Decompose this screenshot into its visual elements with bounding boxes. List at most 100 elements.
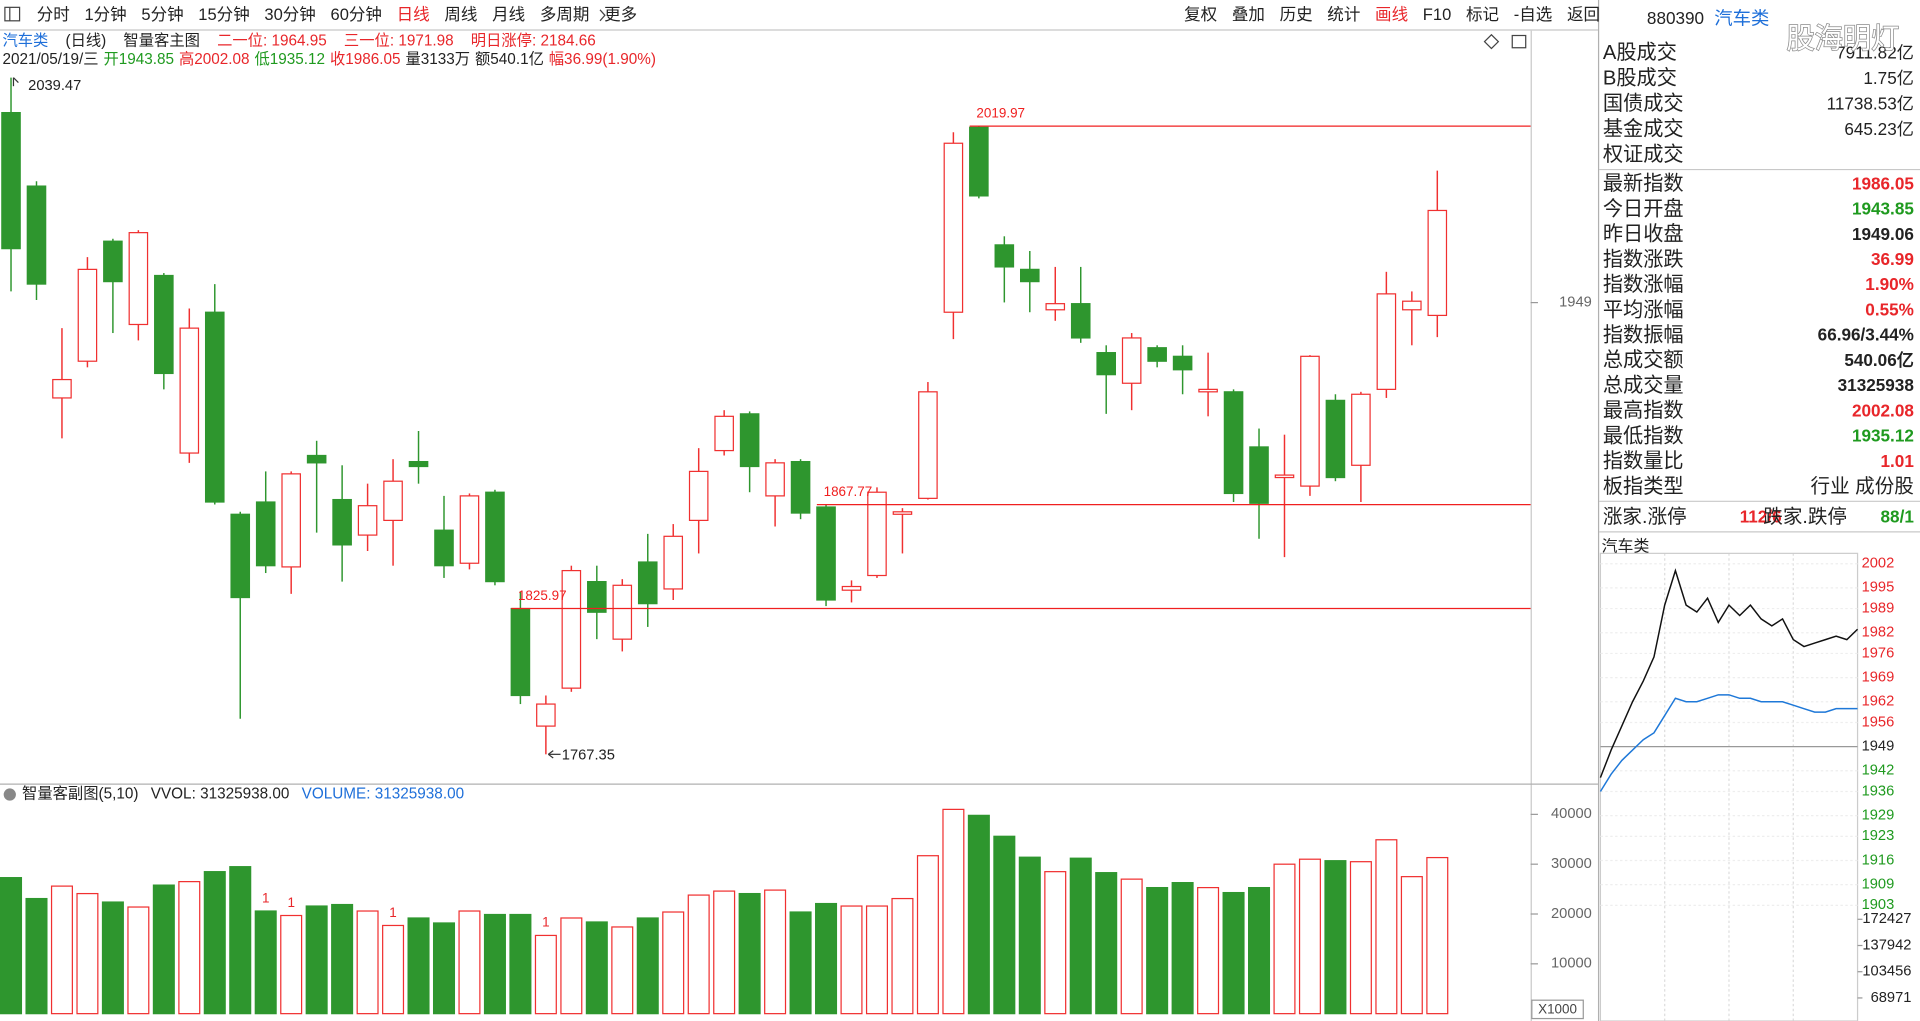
row-label: 总成交额 (1603, 349, 1684, 372)
breadth-label: 涨家.涨停 (1603, 506, 1687, 528)
row-label: A股成交 (1603, 41, 1677, 64)
toolbar-button[interactable]: 15分钟 (198, 5, 249, 24)
volume-bar (967, 814, 990, 1015)
mini-tick-label: 1916 (1862, 852, 1895, 868)
toolbar-button-row: 复权 叠加 历史 统计 画线 F10 标记 -自选 返回 (1184, 5, 1600, 24)
toolbar-button[interactable]: F10 (1423, 5, 1451, 24)
quote-item: 开1943.85 (103, 51, 174, 68)
candle-body (561, 569, 582, 689)
y-tick-label: 1949 (1559, 294, 1592, 310)
volume-header-item: 智量客副图(5,10) (22, 785, 138, 803)
toolbar-button[interactable]: 返回 (1567, 5, 1600, 24)
toolbar-button-row: 分时 1分钟 5分钟 15分钟 30分钟 60分钟 日线 周线 月线 多周期 更多 (37, 5, 637, 24)
toolbar-button[interactable]: 画线 (1375, 5, 1408, 24)
toolbar-button[interactable]: 周线 (444, 5, 477, 24)
volume-bar (152, 884, 175, 1015)
row-value: 2002.08 (1852, 400, 1914, 420)
candle-body (459, 495, 480, 564)
mini-tick-label: 1923 (1862, 828, 1895, 844)
volume-bar (840, 905, 863, 1015)
volume-bar (0, 877, 23, 1015)
breadth-value: 112/6 (1740, 506, 1782, 526)
volume-bar (229, 866, 252, 1015)
candle-body (969, 126, 989, 197)
volume-bar (1324, 860, 1347, 1015)
volume-note: 1 (542, 915, 549, 930)
volume-bar (611, 926, 634, 1015)
candle-body (332, 498, 352, 546)
volume-note: 1 (287, 895, 294, 910)
volume-bar (764, 889, 787, 1015)
toolbar-button[interactable]: 历史 (1280, 5, 1313, 24)
toolbar-button[interactable]: 1分钟 (84, 5, 126, 24)
volume-note: 1 (389, 905, 396, 920)
candle-body (1020, 268, 1040, 283)
toolbar-button[interactable]: 5分钟 (141, 5, 183, 24)
mini-chart-title: 汽车类 (1602, 537, 1650, 555)
volume-bar (662, 911, 685, 1015)
volume-bar (127, 906, 150, 1015)
diamond-icon[interactable] (1483, 33, 1500, 50)
volume-bar (178, 881, 201, 1015)
candle-body (1070, 303, 1091, 339)
header-item: 三一位: 1971.98 (344, 33, 454, 50)
row-label: 最高指数 (1603, 399, 1684, 422)
candle-body (1249, 446, 1269, 504)
panel-icon[interactable] (1511, 34, 1527, 49)
toolbar-button[interactable]: 日线 (397, 5, 430, 24)
candle-body (1376, 293, 1397, 390)
menu-icon[interactable] (4, 6, 21, 22)
candle-body (1, 111, 21, 250)
quote-item-row: 2021/05/19/三 开1943.85 高2002.08 低1935.12 收198… (2, 51, 655, 68)
row-value: 645.23亿 (1844, 119, 1914, 139)
toolbar-button[interactable]: 复权 (1184, 5, 1217, 24)
toolbar-button[interactable]: 更多 (604, 5, 637, 24)
toolbar-button[interactable]: 统计 (1327, 5, 1360, 24)
header-item: 智量客主图 (123, 32, 200, 50)
row-label: 总成交量 (1603, 374, 1684, 397)
candle-body (434, 529, 454, 567)
toolbar-button[interactable]: 多周期 (540, 5, 590, 24)
quote-item: 2021/05/19/三 (2, 51, 98, 68)
volume-bar (50, 885, 73, 1015)
row-value: 31325938 (1838, 375, 1914, 395)
watermark: 股海明灯 (1787, 23, 1900, 54)
volume-bar (1120, 878, 1143, 1015)
volume-bar (916, 855, 939, 1015)
header-item: (日线) (66, 33, 107, 50)
volume-bar (203, 871, 226, 1015)
candle-body (485, 491, 505, 583)
candle-body (536, 703, 556, 727)
row-value: 1.90% (1865, 274, 1914, 294)
volume-bar (1400, 876, 1423, 1015)
level-label: 2019.97 (976, 105, 1025, 120)
quote-item: 高2002.08 (179, 51, 250, 68)
row-label: 指数涨跌 (1603, 248, 1684, 271)
quote-item: 量3133万 (405, 51, 470, 68)
toolbar-button[interactable]: 60分钟 (331, 5, 382, 24)
toolbar-button[interactable]: 叠加 (1232, 5, 1265, 24)
volume-bar (713, 890, 736, 1015)
volume-bar (993, 835, 1016, 1015)
candle-body (739, 413, 760, 468)
pane-icon[interactable] (3, 788, 16, 801)
row-value: 1943.85 (1852, 199, 1914, 219)
mini-volume-tick-label: 103456 (1862, 964, 1911, 980)
toolbar-button[interactable]: 30分钟 (264, 5, 315, 24)
row-label: 平均涨幅 (1603, 298, 1684, 321)
volume-bar (1171, 882, 1194, 1015)
more-chevron[interactable] (599, 9, 606, 22)
candle-body (1045, 303, 1066, 311)
candle-body (918, 391, 938, 499)
toolbar-button[interactable]: -自选 (1514, 5, 1553, 24)
mini-tick-label: 1982 (1862, 625, 1895, 641)
row-value: 11738.53亿 (1827, 93, 1914, 113)
header-item: 汽车类 (2, 33, 48, 50)
row-label: 昨日收盘 (1603, 223, 1684, 246)
volume-bar (1426, 856, 1449, 1015)
toolbar-button[interactable]: 分时 (37, 5, 70, 24)
toolbar-button[interactable]: 月线 (492, 5, 525, 24)
volume-bar (738, 892, 761, 1015)
row-label: 指数量比 (1603, 450, 1684, 473)
toolbar-button[interactable]: 标记 (1466, 5, 1499, 24)
